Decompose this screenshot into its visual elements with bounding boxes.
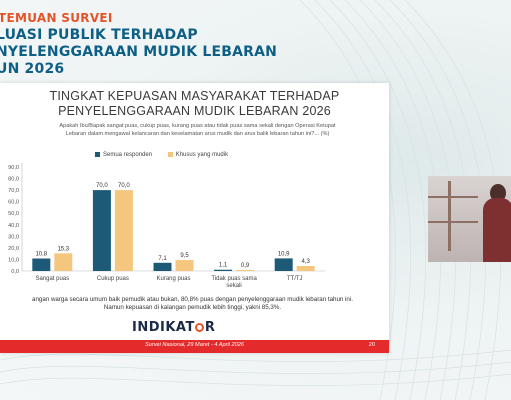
footer-survey-text: Survei Nasional, 29 Maret - 4 April 2026 xyxy=(145,342,244,348)
conclusion-line1: angan warga secara umum baik pemudik ata… xyxy=(32,296,353,303)
y-tick-label: 70,0 xyxy=(8,188,19,194)
x-category-label: sekali xyxy=(226,283,241,289)
y-tick-label: 80,0 xyxy=(8,177,19,183)
slide-title-line1: TINGKAT KEPUASAN MASYARAKAT TERHADAP xyxy=(49,89,340,103)
y-tick-label: 10,0 xyxy=(8,257,19,263)
legend-label-series1: Semua responden xyxy=(103,152,153,159)
header-title-line1: LUASI PUBLIK TERHADAP xyxy=(0,27,198,43)
x-category-label: Kurang puas xyxy=(156,276,190,282)
bar-series2 xyxy=(54,253,73,271)
header: TEMUAN SURVEI LUASI PUBLIK TERHADAP NYEL… xyxy=(0,10,300,78)
y-tick-label: 50,0 xyxy=(8,211,19,217)
presentation-slide: TINGKAT KEPUASAN MASYARAKAT TERHADAP PEN… xyxy=(0,83,389,353)
legend-item-series1: Semua responden xyxy=(95,152,152,158)
data-label-series2: 4,3 xyxy=(302,259,311,265)
survey-question-line1: Apakah Ibu/Bapak sangat puas, cukup puas… xyxy=(59,123,336,129)
x-category-label: TT/TJ xyxy=(287,276,303,282)
y-tick-label: 30,0 xyxy=(8,234,19,240)
bar-series1 xyxy=(32,258,51,271)
survey-question-line2: Lebaran dalam mengawal kelancaran dan ke… xyxy=(65,130,330,137)
bar-series1 xyxy=(153,262,172,271)
video-shelf-post xyxy=(448,181,451,251)
data-label-series1: 7,1 xyxy=(158,256,167,262)
presenter-body xyxy=(483,198,511,262)
slide-title-line2: PENYELENGGARAAN MUDIK LEBARAN 2026 xyxy=(58,104,331,118)
data-label-series1: 10,8 xyxy=(35,252,47,258)
bar-series2 xyxy=(175,260,194,271)
header-title-line3: UN 2026 xyxy=(0,61,65,77)
data-label-series1: 70,0 xyxy=(96,183,108,189)
presenter-head xyxy=(490,184,506,202)
y-tick-label: 40,0 xyxy=(8,223,19,229)
survey-question: Apakah Ibu/Bapak sangat puas, cukup puas… xyxy=(20,123,375,138)
legend-item-series2: Khusus yang mudik xyxy=(167,152,229,159)
x-category-label: Tidak puas sama xyxy=(211,276,257,282)
bar-series2 xyxy=(114,190,133,271)
legend-swatch-series1 xyxy=(95,152,100,157)
header-kicker: TEMUAN SURVEI xyxy=(0,11,113,25)
y-tick-label: 60,0 xyxy=(8,200,19,206)
bar-series1 xyxy=(274,258,293,271)
legend-label-series2: Khusus yang mudik xyxy=(175,152,229,159)
x-category-label: Sangat puas xyxy=(35,276,69,282)
bar-series1 xyxy=(92,190,111,271)
data-label-series2: 70,0 xyxy=(118,183,130,189)
data-label-series2: 9,5 xyxy=(180,253,189,259)
y-tick-label: 0,0 xyxy=(11,269,19,275)
bar-series2 xyxy=(236,269,255,271)
logo-o-ring xyxy=(195,323,205,332)
data-label-series1: 10,9 xyxy=(278,251,290,257)
footer-bar xyxy=(0,340,389,353)
video-shelf-mid xyxy=(428,221,478,223)
chart-legend: Semua responden Khusus yang mudik xyxy=(95,152,242,158)
conclusion-text: angan warga secara umum baik pemudik ata… xyxy=(0,296,385,312)
video-shelf-top xyxy=(428,196,478,198)
y-tick-label: 90,0 xyxy=(8,165,19,171)
data-label-series2: 15,3 xyxy=(57,246,69,252)
bar-chart: 0,0 10,0 20,0 30,0 40,0 50,0 60,0 70,0 80,0 90,0 1… xyxy=(8,163,325,289)
logo-text-post: R xyxy=(204,320,216,335)
x-category-label: Cukup puas xyxy=(97,276,129,282)
data-label-series1: 1,1 xyxy=(219,263,228,269)
presenter-video-feed xyxy=(428,176,511,262)
bar-series2 xyxy=(296,266,315,271)
bar-series1 xyxy=(214,269,233,271)
indikator-logo: INDIKAT R xyxy=(132,320,215,335)
header-title-line2: NYELENGGARAAN MUDIK LEBARAN xyxy=(0,44,278,60)
data-label-series2: 0,9 xyxy=(241,263,250,269)
conclusion-line2: Namun kepuasan di kalangan pemudik lebih… xyxy=(103,304,282,311)
slide-title: TINGKAT KEPUASAN MASYARAKAT TERHADAP PEN… xyxy=(20,89,369,119)
legend-swatch-series2 xyxy=(167,152,173,157)
logo-text-pre: INDIKAT xyxy=(132,320,195,335)
y-tick-label: 20,0 xyxy=(8,246,19,252)
page-number: 20 xyxy=(368,342,375,348)
